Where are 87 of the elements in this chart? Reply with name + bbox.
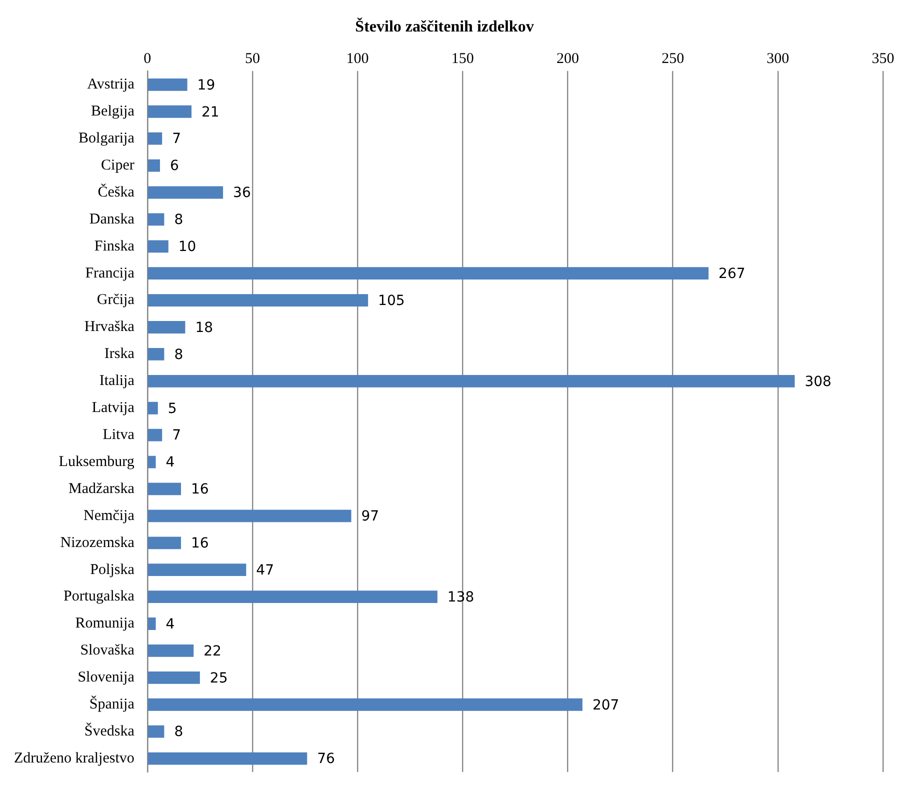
y-tick-label: Finska [94, 238, 135, 254]
data-label: 16 [191, 482, 209, 498]
y-tick-label: Bolgarija [78, 130, 135, 147]
y-tick-label: Latvija [92, 400, 135, 416]
y-tick-label: Švedska [84, 722, 135, 740]
data-label: 105 [378, 292, 405, 309]
data-label: 7 [172, 131, 182, 148]
data-label: 4 [166, 616, 175, 632]
y-tick-label: Avstrija [87, 76, 135, 93]
bar [148, 428, 162, 442]
bar [148, 294, 368, 307]
data-label: 22 [204, 643, 222, 660]
data-label: 138 [447, 589, 474, 606]
y-tick-label: Nizozemska [60, 534, 135, 551]
bar [148, 644, 194, 657]
bar [148, 213, 164, 226]
bar [148, 186, 224, 199]
data-label: 16 [191, 536, 209, 552]
x-tick-label: 50 [244, 51, 260, 68]
bar [148, 402, 158, 414]
y-tick-label: Portugalska [64, 588, 135, 605]
x-tick-label: 150 [451, 51, 474, 68]
y-tick-label: Ciper [101, 157, 134, 174]
bar [148, 240, 168, 253]
bar [148, 564, 246, 576]
y-tick-label: Irska [104, 346, 135, 362]
y-tick-label: Hrvaška [84, 319, 135, 336]
bar [148, 536, 181, 550]
y-tick-label: Francija [85, 265, 135, 282]
bar [148, 698, 582, 711]
bar [148, 590, 438, 603]
data-label: 267 [718, 266, 746, 282]
y-tick-label: Češka [98, 183, 135, 200]
y-tick-label: Grčija [96, 292, 135, 308]
data-label: 36 [233, 185, 251, 202]
data-label: 19 [197, 77, 216, 94]
y-tick-label: Italija [99, 373, 135, 390]
y-tick-label: Madžarska [68, 480, 135, 497]
bar [148, 267, 709, 280]
y-tick-label: Slovenija [78, 670, 135, 686]
data-label: 8 [174, 346, 184, 363]
data-label: 4 [166, 454, 175, 471]
data-label: 207 [592, 697, 620, 714]
data-label: 10 [178, 239, 196, 256]
data-label: 21 [202, 104, 220, 120]
x-tick-label: 200 [556, 51, 579, 68]
data-label: 8 [174, 212, 184, 228]
y-tick-label: Poljska [90, 562, 135, 578]
data-label: 47 [256, 562, 274, 578]
y-tick-label: Nemčija [84, 508, 135, 524]
bar [148, 671, 200, 684]
data-label: 308 [804, 374, 832, 390]
data-label: 97 [361, 508, 380, 525]
bar [148, 321, 186, 334]
x-tick-label: 350 [872, 51, 894, 68]
bar [148, 348, 164, 360]
x-tick-label: 300 [766, 51, 790, 68]
bar [148, 618, 156, 630]
y-tick-label: Slovaška [80, 642, 135, 659]
data-label: 5 [168, 400, 177, 417]
x-tick-label: 100 [346, 51, 369, 68]
data-label: 7 [172, 428, 182, 444]
bar [148, 482, 181, 496]
y-tick-label: Španija [89, 696, 135, 713]
bar [148, 510, 352, 522]
data-label: 6 [170, 158, 179, 174]
y-tick-label: Luksemburg [58, 454, 135, 470]
bar [148, 374, 795, 388]
data-label: 76 [317, 751, 336, 768]
chart-title: Število zaščitenih izdelkov [355, 18, 534, 36]
y-tick-label: Romunija [75, 616, 135, 632]
y-tick-label: Litva [102, 427, 135, 444]
y-tick-label: Belgija [91, 104, 135, 120]
bar [148, 105, 192, 118]
bar [148, 159, 160, 172]
data-label: 25 [210, 670, 228, 686]
x-tick-label: 0 [144, 51, 152, 68]
y-tick-label: Združeno kraljestvo [14, 750, 134, 766]
y-tick-label: Danska [89, 211, 135, 228]
x-tick-label: 250 [662, 51, 684, 68]
data-label: 8 [174, 724, 184, 740]
bar [148, 752, 308, 765]
bar [148, 725, 164, 738]
data-label: 18 [195, 320, 214, 336]
bar [148, 78, 188, 91]
bar [148, 456, 156, 468]
bar [148, 132, 162, 145]
